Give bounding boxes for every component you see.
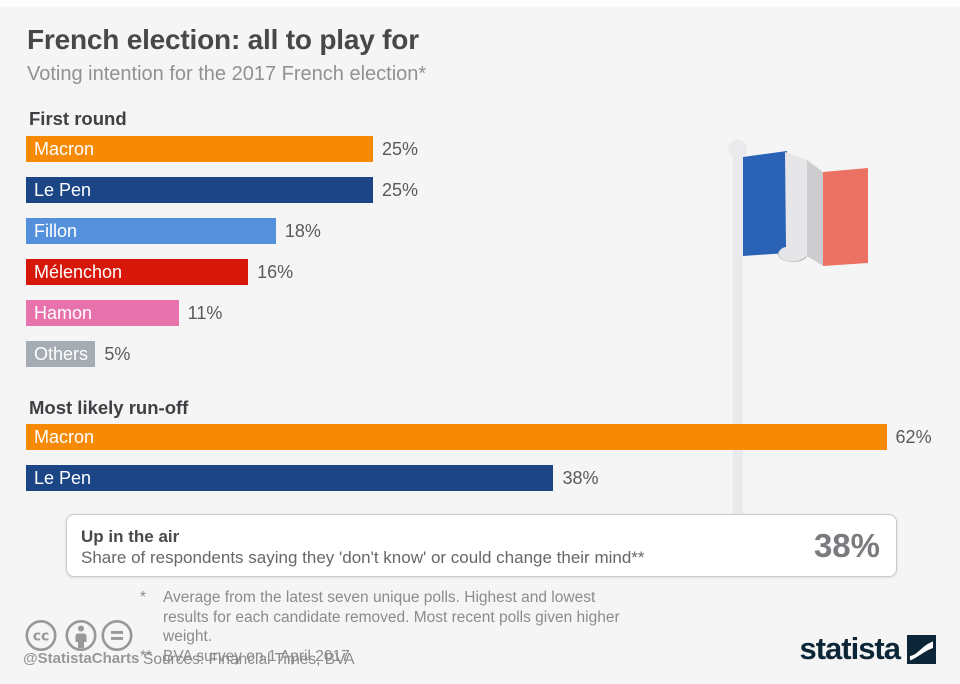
footnotes: * Average from the latest seven unique p… [140,588,645,666]
footnote-1-marker: * [140,589,147,606]
statista-wordmark: statista [799,631,901,666]
bar-candidate-label: Macron [34,139,95,159]
bar-value-label: 25% [382,138,419,159]
page-subtitle: Voting intention for the 2017 French ele… [27,63,427,85]
bar-candidate-label: Hamon [34,303,93,323]
creative-commons-icons: cc [25,620,133,651]
callout-title: Up in the air [81,526,180,546]
license-icons: cc [24,619,136,657]
bar-segment: Others [26,341,96,367]
callout-value: 38% [813,526,880,564]
bar-segment: Le Pen [26,465,554,491]
statista-swoosh-icon [907,634,936,664]
footnote-2: ** BVA survey on 1 April 2017 [140,647,645,667]
bar-row-fillon: Fillon 18% [26,218,418,244]
bar-row-macron: Macron 62% [26,424,932,450]
statista-charts-handle[interactable]: @StatistaCharts [23,650,140,667]
bar-segment: Mélenchon [26,259,249,285]
bar-value-label: 16% [257,261,294,282]
equals-icon [101,620,133,651]
footnote-2-marker: ** [140,647,153,665]
callout-box: Up in the air Share of respondents sayin… [66,514,897,577]
bar-segment: Macron [26,136,373,162]
bar-value-label: 11% [187,302,223,323]
cc-icon [25,620,57,651]
bar-value-label: 38% [562,467,599,488]
footnote-1-text: Average from the latest seven unique pol… [163,589,620,645]
bar-row-others: Others 5% [26,341,418,367]
bar-candidate-label: Le Pen [34,468,92,488]
sources-line: Sources: Financial Times, BVA [143,651,355,668]
attribution-icon [65,620,97,651]
bar-candidate-label: Macron [34,427,95,447]
svg-text:cc: cc [33,629,50,645]
page-title: French election: all to play for [27,24,419,55]
bar-row-le-pen: Le Pen 25% [26,177,418,203]
bar-candidate-label: Le Pen [34,180,92,200]
bar-value-label: 25% [382,179,419,200]
bar-segment: Fillon [26,218,276,244]
top-strip [0,0,960,7]
bar-value-label: 5% [104,343,131,364]
bar-row-hamon: Hamon 11% [26,300,418,326]
bar-value-label: 18% [284,220,321,241]
bar-row-macron: Macron 25% [26,136,418,162]
bar-segment: Macron [26,424,887,450]
footnote-2-text: BVA survey on 1 April 2017 [163,647,350,665]
bar-value-label: 62% [895,426,932,447]
run-off-bars: Macron 62% Le Pen 38% [26,424,932,506]
bar-row-m-lenchon: Mélenchon 16% [26,259,418,285]
bar-segment: Le Pen [26,177,373,203]
footnote-1: * Average from the latest seven unique p… [140,588,645,647]
callout-text: Up in the air Share of respondents sayin… [67,524,814,568]
bar-candidate-label: Mélenchon [34,262,123,282]
bar-row-le-pen: Le Pen 38% [26,465,932,491]
bar-segment: Hamon [26,300,179,326]
first-round-bars: Macron 25% Le Pen 25% Fillon 18% Mélenchon 16% H… [26,136,418,382]
section-label-first-round: First round [29,108,127,129]
french-flag-illustration [700,130,960,516]
statista-logo[interactable]: statista [799,631,936,666]
callout-description: Share of respondents saying they 'don't … [81,547,645,567]
french-flag-icon [728,139,868,515]
bar-candidate-label: Fillon [34,221,78,241]
section-label-run-off: Most likely run-off [29,397,189,418]
bar-candidate-label: Others [34,344,89,364]
